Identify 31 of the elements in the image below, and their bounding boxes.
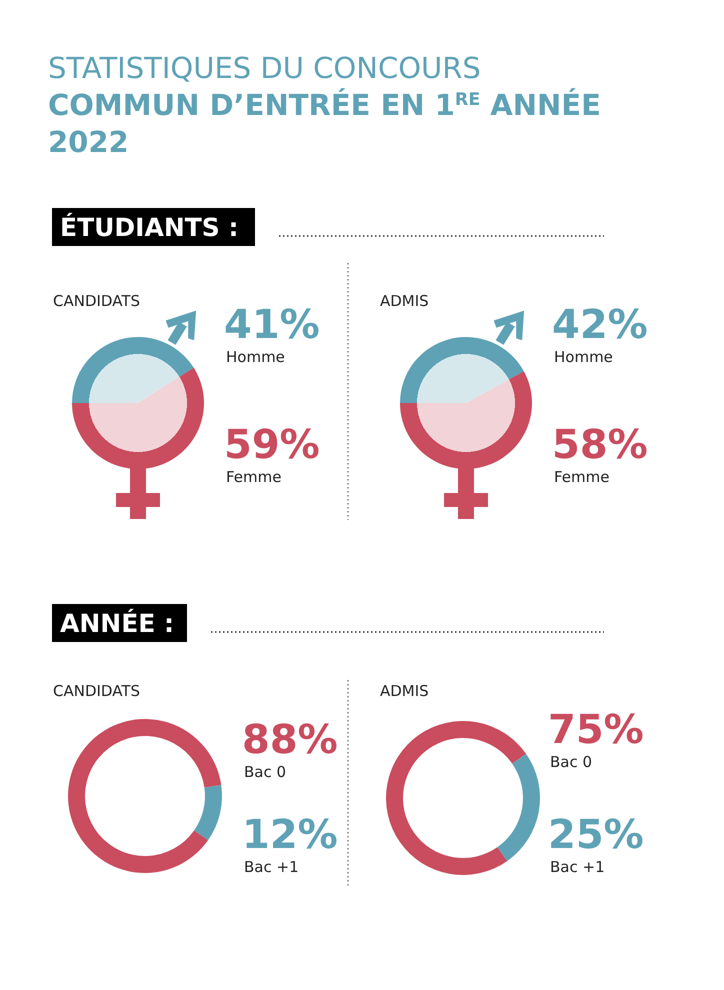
data-label: 75% (548, 707, 644, 753)
slice-label: Homme (226, 348, 285, 366)
donut-slice (386, 721, 526, 875)
chart-title: CANDIDATS (53, 682, 140, 700)
slice-label: Bac +1 (550, 858, 605, 876)
slice-label: Bac +1 (244, 858, 299, 876)
donut-slice (68, 719, 222, 873)
donut-slice (497, 754, 540, 862)
chart-title: ADMIS (380, 292, 429, 310)
pie-slice (400, 371, 532, 469)
slice-label: Bac 0 (244, 763, 286, 781)
chart-title: STATISTIQUES DU CONCOURS COMMUN D’ENTRÉE EN 1$^{RE}$ ANNÉE 2022 (48, 51, 601, 159)
data-label: 59% (224, 422, 320, 468)
data-label: 41% (224, 302, 320, 348)
pie-slice (72, 337, 194, 403)
pie-slice (72, 368, 204, 469)
data-label: 12% (242, 812, 338, 858)
slice-label: Femme (554, 468, 610, 486)
text: ÉTUDIANTS : (60, 212, 239, 242)
pie-slice (400, 337, 524, 403)
data-label: 25% (548, 812, 644, 858)
text: ANNÉE : (60, 608, 174, 638)
data-label: 88% (242, 717, 338, 763)
slice-label: Bac 0 (550, 753, 592, 771)
slice-label: Femme (226, 468, 282, 486)
donut-slice (194, 785, 222, 840)
data-label: 42% (552, 302, 648, 348)
slice-label: Homme (554, 348, 613, 366)
chart-title: ADMIS (380, 682, 429, 700)
chart-title: CANDIDATS (53, 292, 140, 310)
data-label: 58% (552, 422, 648, 468)
